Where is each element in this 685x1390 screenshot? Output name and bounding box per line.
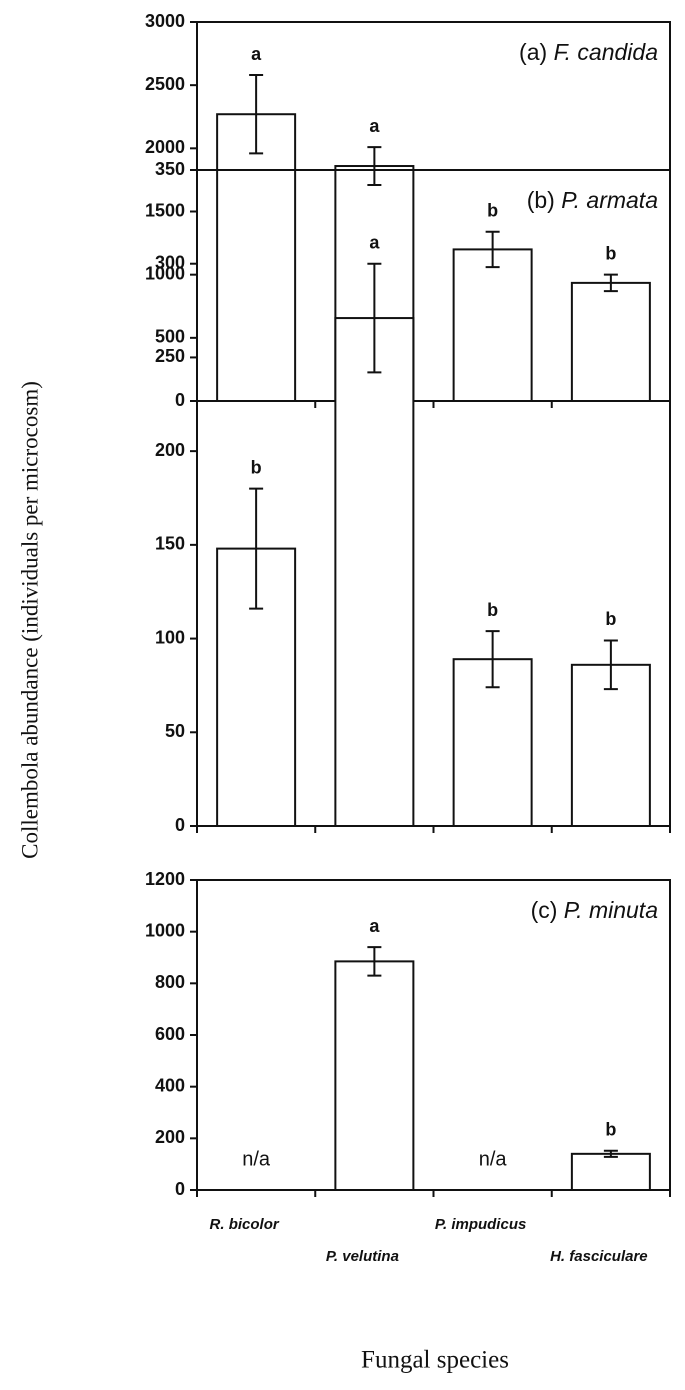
error-bar bbox=[367, 262, 382, 374]
panel-label: (c) bbox=[531, 897, 558, 923]
significance-letter: n/a bbox=[242, 1148, 271, 1170]
y-tick-label: 2500 bbox=[145, 74, 185, 94]
panel-label: (a) bbox=[519, 39, 547, 65]
significance-letter: a bbox=[369, 116, 380, 136]
bar bbox=[334, 960, 415, 1191]
significance-letter: a bbox=[369, 232, 380, 252]
bar bbox=[452, 248, 533, 402]
error-bar bbox=[485, 230, 500, 269]
significance-letter: b bbox=[605, 243, 616, 263]
error-bar bbox=[603, 1149, 618, 1158]
x-tick-label: P. impudicus bbox=[435, 1216, 526, 1233]
panel-species: P. minuta bbox=[564, 897, 658, 923]
y-tick-label: 200 bbox=[155, 1127, 185, 1147]
significance-letter: b bbox=[251, 457, 262, 477]
significance-letter: a bbox=[369, 916, 380, 936]
error-bar bbox=[603, 273, 618, 293]
x-tick-label: P. velutina bbox=[326, 1248, 399, 1265]
y-tick-label: 350 bbox=[155, 159, 185, 179]
y-tick-label: 0 bbox=[175, 1179, 185, 1199]
error-bar bbox=[249, 74, 264, 155]
significance-letter: b bbox=[487, 600, 498, 620]
y-tick-label: 250 bbox=[155, 346, 185, 366]
y-tick-label: 1200 bbox=[145, 869, 185, 889]
x-axis-label: Fungal species bbox=[361, 1347, 509, 1374]
x-tick-label: R. bicolor bbox=[210, 1216, 280, 1233]
y-axis-label: Collembola abundance (individuals per mi… bbox=[17, 381, 42, 859]
panel-label: (b) bbox=[527, 187, 555, 213]
y-tick-label: 150 bbox=[155, 534, 185, 554]
error-bar bbox=[603, 639, 618, 691]
significance-letter: n/a bbox=[479, 1148, 508, 1170]
y-tick-label: 1500 bbox=[145, 200, 185, 220]
y-tick-label: 3000 bbox=[145, 11, 185, 31]
y-tick-label: 0 bbox=[175, 390, 185, 410]
y-tick-label: 500 bbox=[155, 327, 185, 347]
bar bbox=[570, 663, 651, 827]
error-bar bbox=[485, 630, 500, 689]
y-tick-label: 400 bbox=[155, 1075, 185, 1095]
panel-title: (b) P. armata bbox=[527, 187, 658, 213]
y-tick-label: 2000 bbox=[145, 137, 185, 157]
y-tick-label: 1000 bbox=[145, 920, 185, 940]
y-tick-label: 50 bbox=[165, 721, 185, 741]
y-tick-label: 200 bbox=[155, 440, 185, 460]
y-tick-label: 1000 bbox=[145, 263, 185, 283]
bar bbox=[216, 113, 297, 403]
plot-frame bbox=[196, 879, 671, 1191]
error-bar bbox=[367, 946, 382, 977]
y-tick-label: 600 bbox=[155, 1024, 185, 1044]
error-bar bbox=[367, 146, 382, 186]
panel-title: (c) P. minuta bbox=[531, 897, 658, 923]
y-tick-label: 300 bbox=[155, 252, 185, 272]
bar bbox=[570, 281, 651, 402]
x-tick-label: H. fasciculare bbox=[550, 1248, 648, 1265]
y-tick-label: 800 bbox=[155, 972, 185, 992]
panel-species: F. candida bbox=[554, 39, 658, 65]
bar bbox=[570, 1152, 651, 1192]
error-bar bbox=[249, 487, 264, 610]
panel-title: (a) F. candida bbox=[519, 39, 658, 65]
panel-species: P. armata bbox=[561, 187, 658, 213]
significance-letter: b bbox=[605, 609, 616, 629]
significance-letter: b bbox=[605, 1119, 616, 1139]
y-tick-label: 100 bbox=[155, 627, 185, 647]
bar bbox=[334, 317, 415, 827]
y-tick-label: 0 bbox=[175, 815, 185, 835]
significance-letter: a bbox=[251, 44, 262, 64]
significance-letter: b bbox=[487, 200, 498, 220]
